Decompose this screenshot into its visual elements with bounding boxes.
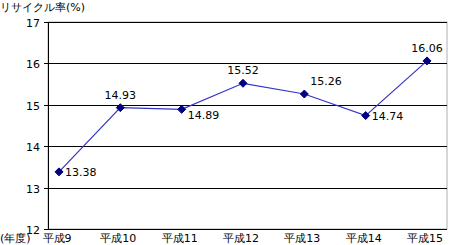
grid-line — [48, 105, 447, 106]
data-point — [178, 105, 186, 113]
y-axis-label: リサイクル率(%) — [0, 1, 85, 14]
plot-frame — [48, 22, 447, 229]
tick-mark — [44, 63, 48, 64]
data-line — [59, 61, 427, 172]
grid-line — [48, 229, 447, 230]
chart-container: 121314151617リサイクル率(%)(年度)平成9平成10平成11平成12… — [0, 0, 459, 245]
data-label: 15.26 — [310, 75, 342, 88]
grid-line — [48, 146, 447, 147]
x-tick-label: 平成13 — [284, 232, 320, 245]
data-label: 14.93 — [105, 89, 137, 102]
x-tick-label: 平成15 — [407, 232, 443, 245]
y-axis — [48, 22, 49, 229]
data-label: 13.38 — [65, 166, 97, 179]
data-label: 14.74 — [372, 110, 404, 123]
chart: 121314151617リサイクル率(%)(年度)平成9平成10平成11平成12… — [0, 0, 459, 245]
data-point — [362, 112, 370, 120]
data-point — [55, 168, 63, 176]
series-group — [55, 57, 431, 176]
data-label: 15.52 — [227, 64, 259, 77]
grid-line — [48, 22, 447, 23]
data-label: 16.06 — [411, 42, 443, 55]
y-tick-label: 15 — [26, 100, 40, 113]
tick-mark — [44, 105, 48, 106]
grid-line — [48, 188, 447, 189]
tick-mark — [44, 188, 48, 189]
tick-mark — [44, 146, 48, 147]
y-tick-label: 14 — [26, 141, 40, 154]
y-tick-label: 17 — [26, 17, 40, 30]
x-tick-label: 平成10 — [100, 232, 136, 245]
tick-mark — [44, 229, 48, 230]
data-point — [300, 90, 308, 98]
data-point — [116, 104, 124, 112]
y-tick-label: 16 — [26, 58, 40, 71]
data-label: 14.89 — [188, 109, 220, 122]
x-tick-label: 平成14 — [346, 232, 382, 245]
x-tick-label: 平成11 — [162, 232, 198, 245]
x-axis-label: (年度) — [0, 232, 31, 245]
data-point — [423, 57, 431, 65]
y-tick-label: 13 — [26, 183, 40, 196]
x-tick-label: 平成9 — [43, 232, 72, 245]
tick-mark — [44, 22, 48, 23]
x-tick-label: 平成12 — [223, 232, 259, 245]
data-point — [239, 79, 247, 87]
